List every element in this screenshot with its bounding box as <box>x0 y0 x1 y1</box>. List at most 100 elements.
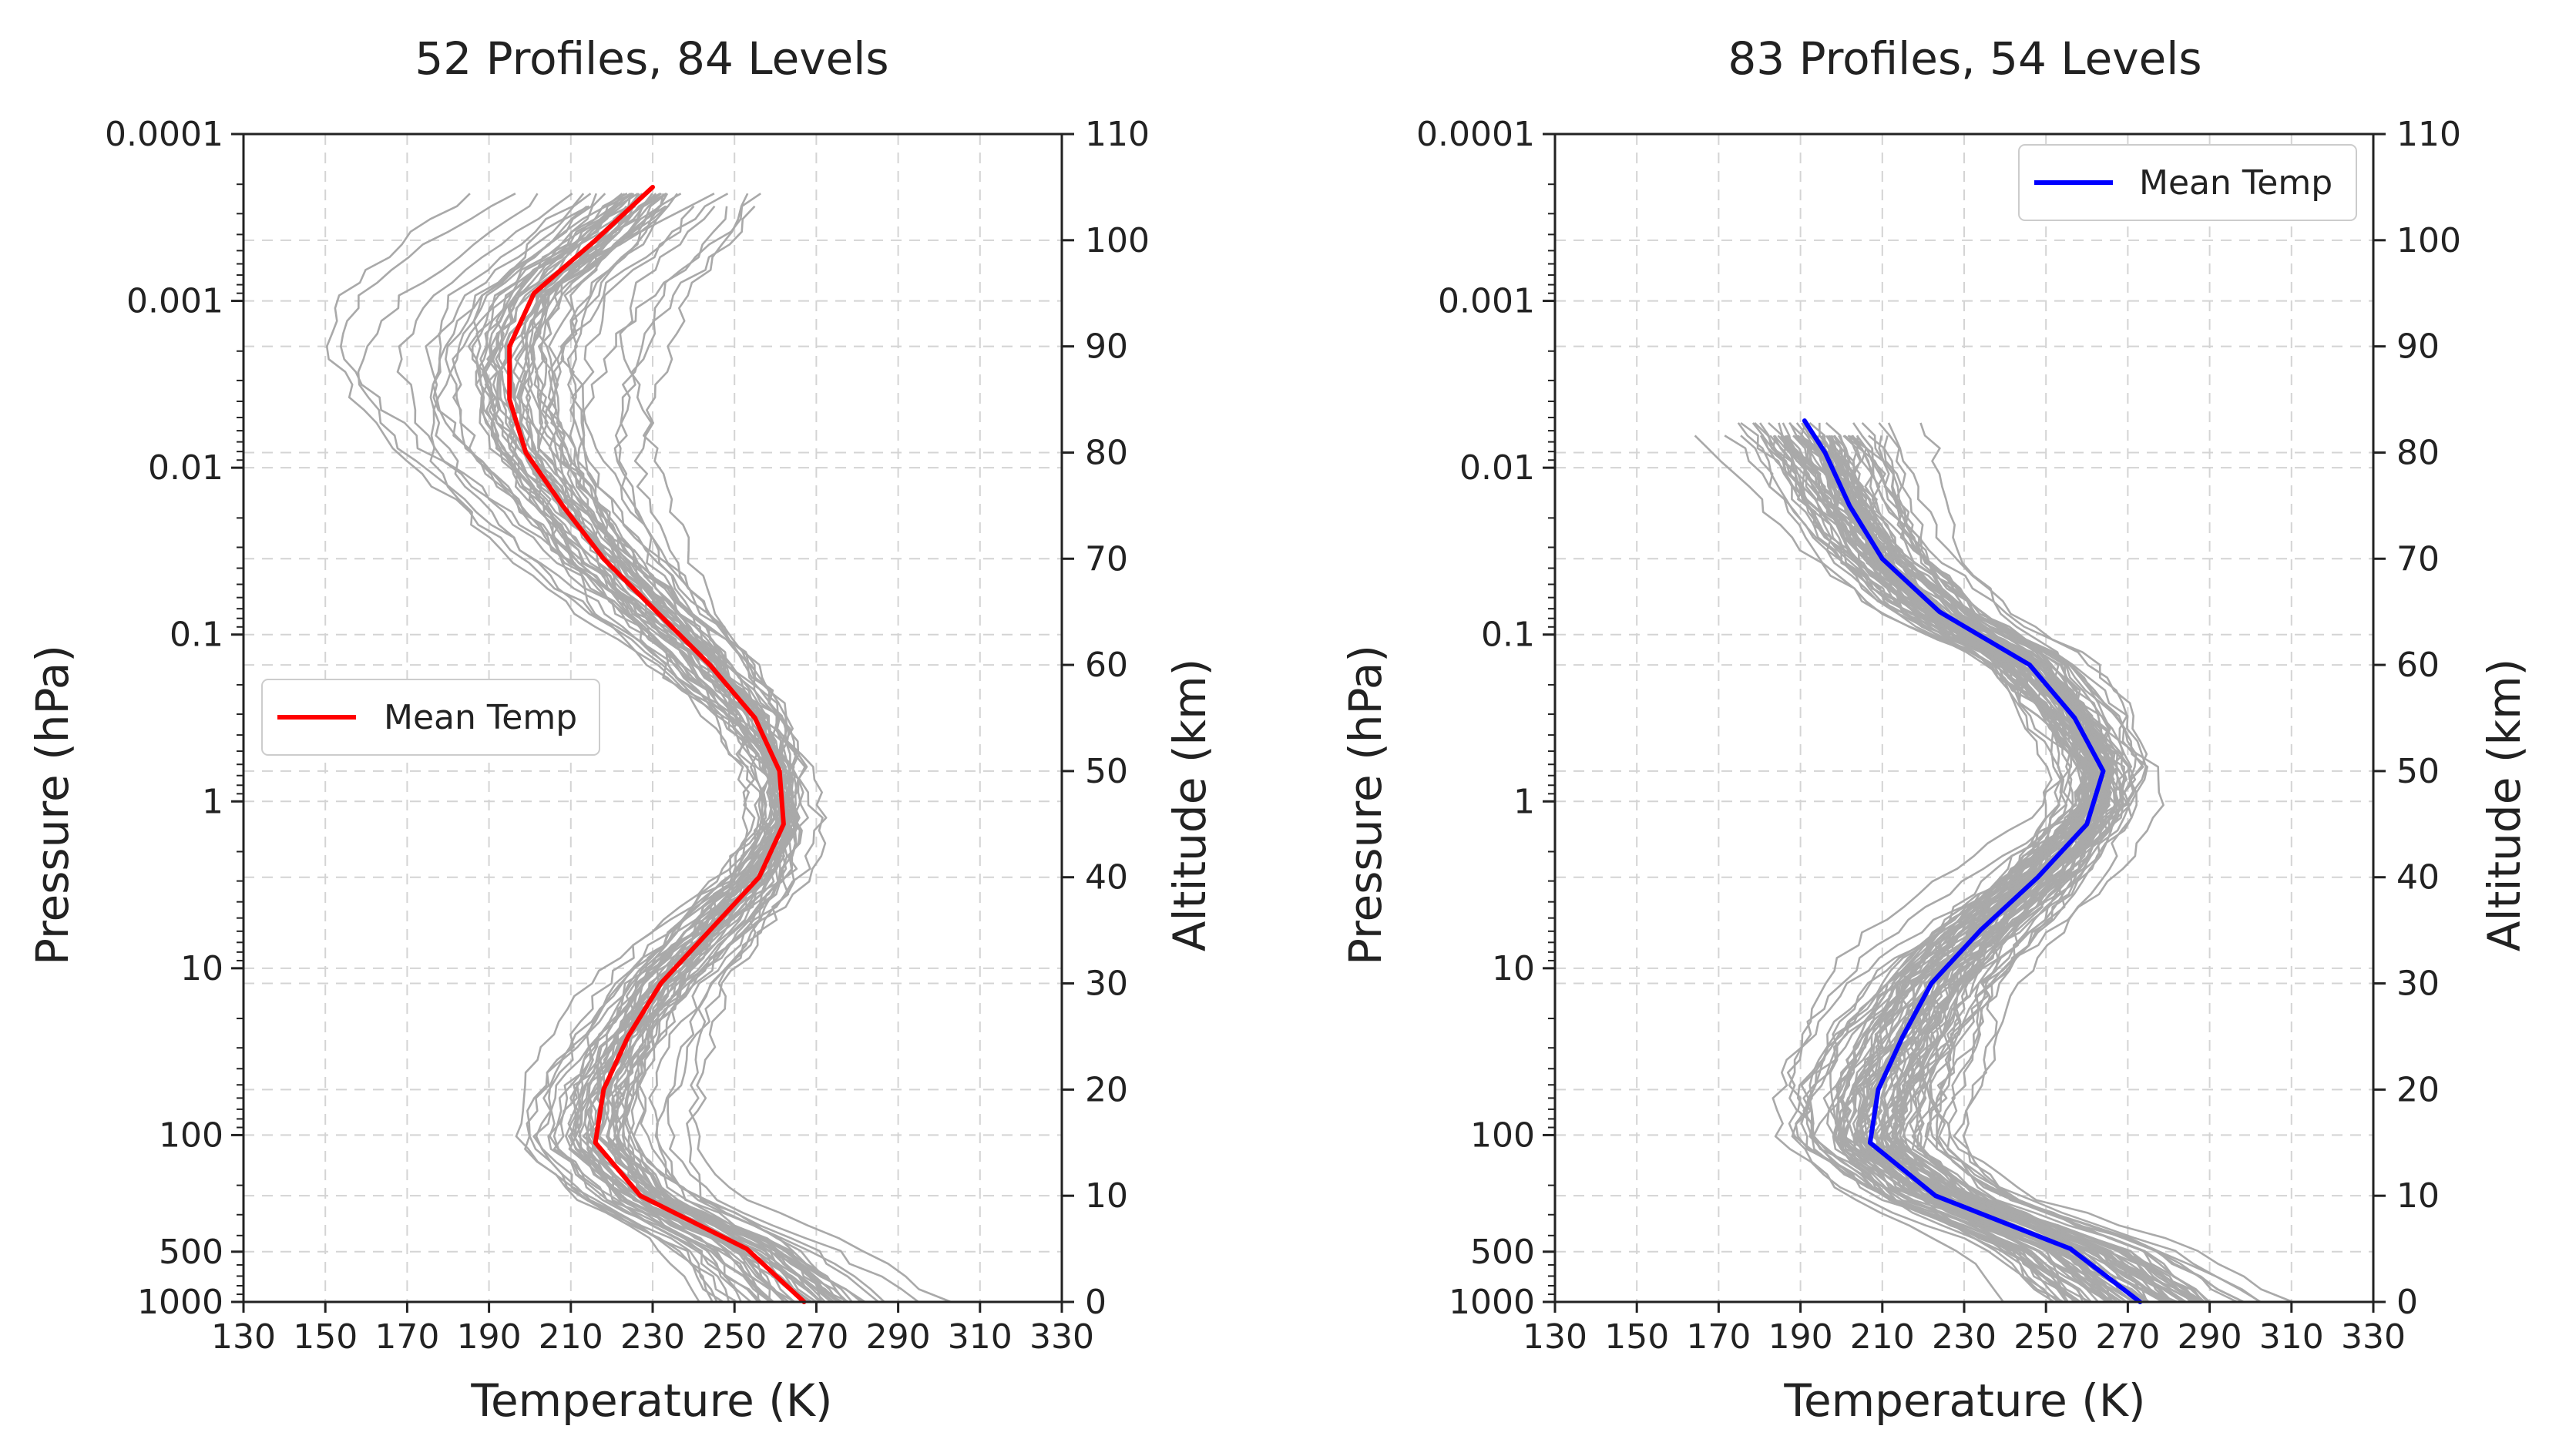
right-temperature-profile <box>1799 434 2164 1303</box>
right-temperature-profile <box>1769 434 2116 1303</box>
right-y-tick-label: 1 <box>1513 782 1535 821</box>
left-x-axis-label: Temperature (K) <box>470 1374 832 1427</box>
left-y2-tick-label: 70 <box>1085 539 1128 579</box>
right-temperature-profile <box>1772 422 2128 1303</box>
left-temperature-profile <box>535 206 786 1303</box>
left-mean-line-layer <box>507 184 807 1304</box>
right-y-ticks: 0.0001 0.001 0.01 0.1 1 10 100 500 1000 <box>1416 115 1555 1322</box>
left-y2-tick-label: 40 <box>1085 858 1128 897</box>
left-y-tick-label: 0.0001 <box>105 115 223 154</box>
left-x-tick-label: 170 <box>374 1317 439 1357</box>
left-x-tick-label: 310 <box>948 1317 1013 1357</box>
left-panel: 52 Profiles, 84 Levels 130 150 170 190 210 23… <box>26 32 1216 1427</box>
left-temperature-profile <box>509 193 843 1303</box>
left-y2-tick-label: 90 <box>1085 327 1128 367</box>
left-x-tick-label: 330 <box>1029 1317 1094 1357</box>
left-temperature-profile <box>479 193 809 1303</box>
right-x-tick-label: 130 <box>1523 1317 1587 1357</box>
left-chart-title: 52 Profiles, 84 Levels <box>415 32 888 85</box>
right-y2-ticks: 0 10 20 30 40 50 60 70 80 90 100 110 <box>2373 115 2461 1322</box>
right-y-tick-label: 0.001 <box>1438 282 1535 321</box>
right-x-tick-label: 170 <box>1686 1317 1751 1357</box>
left-y-tick-label: 0.01 <box>148 448 223 488</box>
left-y2-tick-label: 60 <box>1085 646 1128 685</box>
left-y-ticks: 0.0001 0.001 0.01 0.1 1 10 100 500 1000 <box>105 115 243 1322</box>
right-y-axis-label: Pressure (hPa) <box>1339 645 1392 965</box>
right-y-tick-label: 10 <box>1492 949 1535 988</box>
left-y-tick-label: 1000 <box>137 1283 223 1322</box>
left-temperature-profile <box>339 193 862 1303</box>
right-x-tick-label: 230 <box>1932 1317 1997 1357</box>
right-y2-tick-label: 100 <box>2396 221 2461 260</box>
right-x-tick-label: 250 <box>2013 1317 2078 1357</box>
right-y2-tick-label: 80 <box>2396 433 2440 472</box>
left-x-ticks: 130 150 170 190 210 230 250 270 290 310 330 <box>211 1302 1094 1357</box>
left-y2-tick-label: 100 <box>1085 221 1150 260</box>
right-x-tick-label: 290 <box>2178 1317 2242 1357</box>
right-y2-axis-label: Altitude (km) <box>2478 659 2531 951</box>
right-x-tick-label: 190 <box>1768 1317 1833 1357</box>
left-y-tick-label: 10 <box>180 949 223 988</box>
left-y-tick-label: 1 <box>202 782 223 821</box>
left-y2-tick-label: 10 <box>1085 1176 1128 1216</box>
right-y-tick-label: 0.01 <box>1459 448 1535 488</box>
left-temperature-profile <box>552 193 798 1303</box>
right-x-tick-label: 330 <box>2341 1317 2406 1357</box>
left-x-tick-label: 250 <box>702 1317 767 1357</box>
right-y-tick-label: 0.0001 <box>1416 115 1535 154</box>
left-temperature-profile <box>526 205 793 1303</box>
left-x-tick-label: 270 <box>784 1317 848 1357</box>
left-temperature-profile <box>568 193 771 1303</box>
right-legend: Mean Temp <box>2018 144 2357 221</box>
left-x-tick-label: 290 <box>866 1317 931 1357</box>
left-x-tick-label: 230 <box>620 1317 685 1357</box>
right-y-tick-label: 100 <box>1470 1115 1535 1155</box>
right-temperature-profile <box>1833 434 2114 1303</box>
right-y-tick-label: 500 <box>1470 1233 1535 1272</box>
left-y2-tick-label: 50 <box>1085 752 1128 791</box>
right-legend-label: Mean Temp <box>2139 163 2332 203</box>
left-y-axis-label: Pressure (hPa) <box>26 645 79 965</box>
left-temperature-profile <box>429 193 853 1303</box>
right-y2-tick-label: 40 <box>2396 858 2440 897</box>
right-x-tick-label: 310 <box>2259 1317 2324 1357</box>
right-temperature-profile <box>1786 434 2148 1303</box>
left-y-tick-label: 500 <box>159 1233 223 1272</box>
left-y2-tick-label: 30 <box>1085 965 1128 1004</box>
right-temperature-profile <box>1838 434 2118 1303</box>
right-y2-tick-label: 10 <box>2396 1176 2440 1216</box>
left-y-tick-label: 0.1 <box>170 616 223 655</box>
left-y2-tick-label: 20 <box>1085 1070 1128 1109</box>
left-temperature-profile <box>524 193 879 1303</box>
left-temperature-profile <box>429 193 839 1303</box>
left-x-tick-label: 150 <box>293 1317 358 1357</box>
left-y2-tick-label: 0 <box>1085 1283 1107 1322</box>
right-y2-tick-label: 110 <box>2396 115 2461 154</box>
right-y2-tick-label: 60 <box>2396 646 2440 685</box>
right-temperature-profile <box>1788 421 2171 1303</box>
right-temperature-profile <box>1796 434 2186 1303</box>
right-x-tick-label: 270 <box>2095 1317 2160 1357</box>
right-y2-tick-label: 0 <box>2396 1283 2418 1322</box>
right-y-tick-label: 1000 <box>1449 1283 1535 1322</box>
right-x-axis-label: Temperature (K) <box>1783 1374 2145 1427</box>
left-mean-temp-line <box>507 184 807 1304</box>
left-legend-box <box>261 679 600 756</box>
left-y-tick-label: 100 <box>159 1115 223 1155</box>
left-legend: Mean Temp <box>261 679 600 756</box>
left-temperature-profile <box>544 193 793 1303</box>
right-y2-tick-label: 20 <box>2396 1070 2440 1109</box>
right-x-tick-label: 210 <box>1850 1317 1915 1357</box>
left-y2-tick-label: 110 <box>1085 115 1150 154</box>
right-temperature-profile <box>1694 434 2261 1303</box>
right-x-ticks: 130 150 170 190 210 230 250 270 290 310 330 <box>1523 1302 2406 1357</box>
left-y2-axis-label: Altitude (km) <box>1164 659 1216 951</box>
right-y2-tick-label: 50 <box>2396 752 2440 791</box>
left-y-tick-label: 0.001 <box>126 282 223 321</box>
right-y2-tick-label: 70 <box>2396 539 2440 579</box>
left-x-tick-label: 190 <box>457 1317 522 1357</box>
right-mean-line-layer <box>1802 418 2143 1304</box>
left-x-tick-label: 210 <box>539 1317 603 1357</box>
right-y2-tick-label: 30 <box>2396 965 2440 1004</box>
